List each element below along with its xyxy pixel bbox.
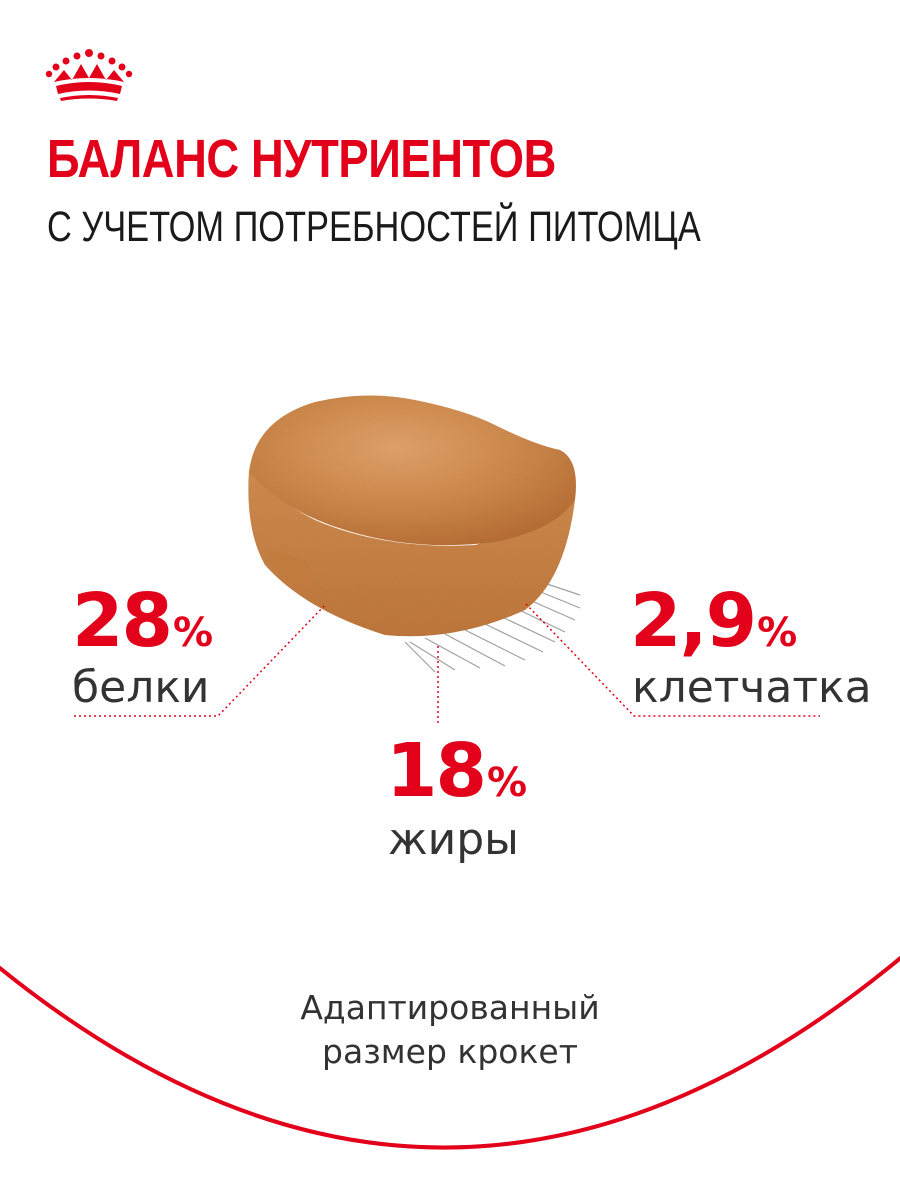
fiber-unit: % bbox=[757, 610, 798, 656]
protein-value: 28 bbox=[72, 578, 173, 664]
page-title: БАЛАНС НУТРИЕНТОВ bbox=[47, 129, 556, 189]
kibble-image bbox=[248, 395, 581, 673]
protein-label: белки bbox=[72, 662, 210, 713]
fat-label: жиры bbox=[388, 814, 519, 865]
fiber-value: 2,9 bbox=[630, 578, 757, 664]
crown-icon bbox=[45, 49, 133, 101]
caption-line-2: размер крокет bbox=[322, 1032, 578, 1071]
protein-unit: % bbox=[172, 610, 214, 656]
fiber-label: клетчатка bbox=[632, 662, 872, 713]
fiber-percentage: 2,9% bbox=[630, 584, 797, 658]
caption: Адаптированный размер крокет bbox=[0, 986, 900, 1074]
caption-line-1: Адаптированный bbox=[300, 988, 600, 1027]
fat-value: 18 bbox=[386, 728, 487, 814]
fat-unit: % bbox=[486, 760, 528, 806]
leader-fiber bbox=[525, 603, 820, 717]
page-subtitle: С УЧЕТОМ ПОТРЕБНОСТЕЙ ПИТОМЦА bbox=[47, 203, 701, 251]
fat-percentage: 18% bbox=[386, 734, 527, 808]
protein-percentage: 28% bbox=[72, 584, 213, 658]
